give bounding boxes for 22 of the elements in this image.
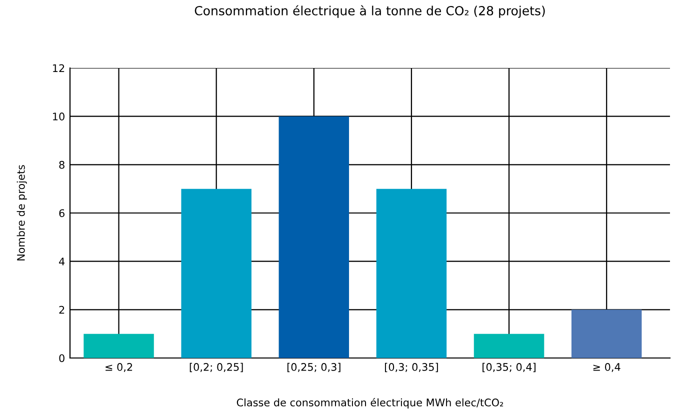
x-axis-title: Classe de consommation électrique MWh elec/tCO₂	[236, 398, 504, 408]
y-axis-title: Nombre de projets	[16, 165, 27, 260]
x-tick-label: [0,25; 0,3]	[287, 362, 340, 372]
bar	[571, 310, 642, 358]
bar	[474, 334, 544, 358]
x-tick-label: [0,3; 0,35]	[385, 362, 438, 372]
bar	[278, 116, 350, 358]
x-tick-label: ≥ 0,4	[593, 363, 620, 372]
y-tick-label: 8	[59, 160, 64, 169]
y-tick-label: 12	[53, 64, 64, 72]
bar	[376, 188, 447, 358]
y-tick-label: 2	[59, 306, 64, 314]
bar	[84, 334, 154, 358]
x-tick-label: [0,2; 0,25]	[190, 362, 243, 372]
y-tick-label: 4	[59, 258, 65, 266]
y-tick-label: 6	[59, 209, 64, 218]
y-tick-label: 0	[59, 354, 64, 362]
chart-title: Consommation électrique à la tonne de CO₂ (28 projets)	[194, 5, 545, 18]
bar	[181, 188, 252, 358]
y-tick-label: 10	[53, 112, 64, 120]
x-tick-label: ≤ 0,2	[106, 363, 132, 372]
x-tick-label: [0,35; 0,4]	[482, 362, 536, 372]
